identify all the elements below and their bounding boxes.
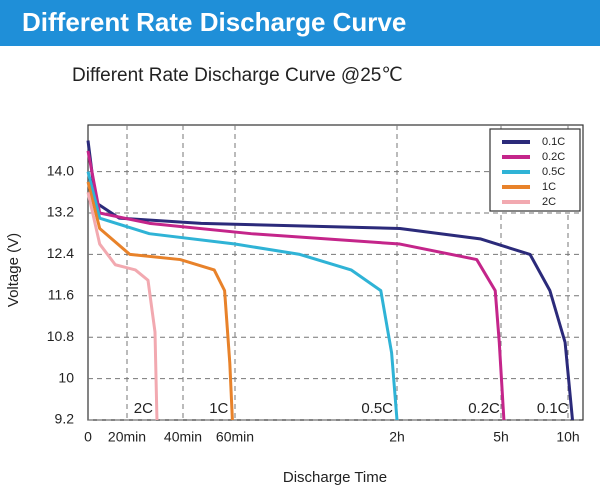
end-label: 0.5C	[361, 400, 393, 417]
x-tick-label: 5h	[493, 429, 509, 445]
y-tick-label: 11.6	[48, 286, 74, 302]
legend-label: 0.5C	[542, 166, 565, 178]
end-label: 0.2C	[468, 400, 500, 417]
series-line	[86, 181, 234, 421]
end-label: 0.1C	[537, 400, 569, 417]
x-tick-label: 40min	[164, 429, 202, 445]
x-tick-label: 20min	[108, 429, 146, 445]
y-tick-label: 10.8	[47, 328, 74, 344]
series-line	[86, 191, 159, 421]
y-tick-label: 13.2	[47, 204, 74, 220]
x-tick-label: 60min	[216, 429, 254, 445]
series-line	[86, 150, 506, 421]
end-label: 2C	[134, 400, 153, 417]
x-axis-label: Discharge Time	[283, 469, 387, 486]
legend-label: 2C	[542, 196, 556, 208]
x-tick-label: 2h	[389, 429, 405, 445]
x-tick-label: 10h	[556, 429, 579, 445]
y-tick-label: 9.2	[55, 411, 75, 427]
end-label: 1C	[209, 400, 228, 417]
series-line	[86, 171, 399, 421]
legend-label: 0.2C	[542, 151, 565, 163]
header-title: Different Rate Discharge Curve	[22, 7, 406, 37]
legend-label: 0.1C	[542, 136, 565, 148]
legend-label: 1C	[542, 181, 556, 193]
y-tick-label: 10	[58, 369, 74, 385]
chart-title: Different Rate Discharge Curve @25℃	[72, 65, 403, 86]
y-tick-label: 14.0	[47, 162, 74, 178]
x-tick-label: 0	[84, 429, 92, 445]
header-bar	[0, 0, 600, 46]
y-axis-label: Voltage (V)	[5, 233, 22, 307]
series-line	[86, 140, 574, 421]
y-tick-label: 12.4	[47, 245, 74, 261]
